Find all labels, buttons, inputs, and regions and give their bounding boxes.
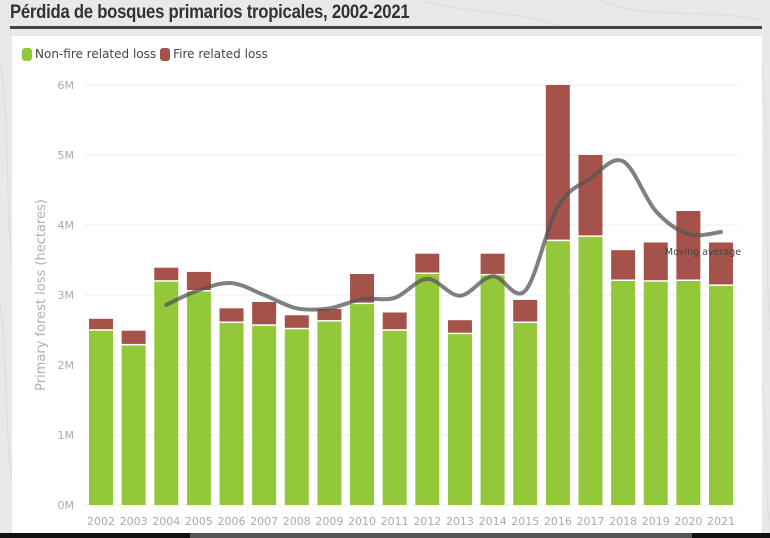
y-tick-label: 2M: [58, 359, 75, 372]
bar-fire: [643, 242, 668, 281]
legend-label-fire: Fire related loss: [173, 47, 268, 61]
x-axis-ticks: 2002 2003 2004 2005 2006 2007 2008 2009 2010 2011…: [87, 515, 735, 528]
moving-average-line: [164, 158, 723, 312]
bar-non-fire: [350, 304, 375, 505]
bar-non-fire: [513, 323, 538, 505]
legend-swatch-non-fire: [22, 47, 32, 61]
x-tick-label: 2003: [120, 515, 148, 528]
bar-fire: [317, 309, 342, 321]
y-tick-label: 1M: [58, 429, 75, 442]
x-tick-label: 2006: [218, 515, 246, 528]
x-tick-label: 2020: [674, 515, 702, 528]
bar-non-fire: [284, 329, 309, 505]
x-tick-label: 2015: [511, 515, 539, 528]
bottom-strip: [0, 533, 770, 538]
x-tick-label: 2002: [87, 515, 115, 528]
bar-non-fire: [480, 275, 505, 505]
y-tick-label: 4M: [58, 219, 75, 232]
y-tick-label: 3M: [58, 289, 75, 302]
x-tick-label: 2011: [381, 515, 409, 528]
bar-non-fire: [89, 330, 113, 505]
bar-fire: [382, 312, 407, 330]
y-axis-ticks: 0M 1M 2M 3M 4M 5M 6M: [58, 79, 75, 512]
bar-fire: [480, 253, 505, 274]
bottom-strip-dark: [0, 533, 190, 538]
x-tick-label: 2018: [609, 515, 637, 528]
bars: [89, 85, 733, 505]
y-axis-label: Primary forest loss (hectares): [34, 199, 49, 391]
chart-legend: Non-fire related loss Fire related loss: [22, 47, 272, 61]
x-tick-label: 2008: [283, 515, 311, 528]
y-tick-label: 5M: [58, 149, 75, 162]
bottom-strip-right: [692, 533, 770, 538]
legend-item-fire[interactable]: Fire related loss: [160, 47, 268, 61]
bar-non-fire: [154, 281, 179, 505]
x-tick-label: 2007: [250, 515, 278, 528]
bar-non-fire: [578, 236, 603, 505]
bar-non-fire: [382, 330, 407, 505]
legend-item-non-fire[interactable]: Non-fire related loss: [22, 47, 156, 61]
bar-fire: [154, 267, 179, 281]
x-tick-label: 2019: [642, 515, 670, 528]
bar-non-fire: [643, 281, 668, 505]
x-tick-label: 2010: [348, 515, 376, 528]
bar-non-fire: [252, 325, 277, 505]
x-tick-label: 2021: [707, 515, 735, 528]
y-tick-label: 0M: [58, 499, 75, 512]
bar-non-fire: [676, 281, 701, 505]
bar-fire: [709, 242, 733, 285]
bar-fire: [415, 253, 440, 273]
bar-fire: [284, 315, 309, 328]
bar-fire: [89, 318, 113, 330]
bar-fire: [219, 308, 244, 322]
bar-non-fire: [415, 274, 440, 505]
bar-fire: [611, 250, 636, 280]
bar-fire: [186, 271, 211, 290]
bar-non-fire: [709, 285, 733, 505]
bar-fire: [578, 155, 603, 236]
bar-fire: [121, 330, 146, 344]
x-tick-label: 2014: [479, 515, 507, 528]
title-underline: [10, 26, 762, 29]
x-tick-label: 2005: [185, 515, 213, 528]
bar-fire: [447, 320, 472, 333]
bar-fire: [545, 85, 570, 240]
bar-fire: [252, 302, 277, 325]
x-tick-label: 2016: [544, 515, 572, 528]
x-tick-label: 2009: [315, 515, 343, 528]
bar-non-fire: [317, 321, 342, 505]
bar-non-fire: [611, 281, 636, 505]
legend-label-non-fire: Non-fire related loss: [35, 47, 157, 61]
x-tick-label: 2017: [576, 515, 604, 528]
page-title: Pérdida de bosques primarios tropicales,…: [10, 2, 410, 23]
bar-non-fire: [186, 291, 211, 505]
legend-swatch-fire: [160, 47, 171, 61]
y-tick-label: 6M: [58, 79, 75, 92]
bar-fire: [676, 211, 701, 280]
bar-fire: [513, 299, 538, 322]
bar-non-fire: [121, 345, 146, 505]
bar-non-fire: [219, 323, 244, 505]
moving-average-label: Moving average: [665, 247, 741, 258]
x-tick-label: 2012: [413, 515, 441, 528]
bar-non-fire: [545, 241, 570, 505]
x-tick-label: 2004: [152, 515, 180, 528]
x-tick-label: 2013: [446, 515, 474, 528]
bar-non-fire: [447, 334, 472, 505]
